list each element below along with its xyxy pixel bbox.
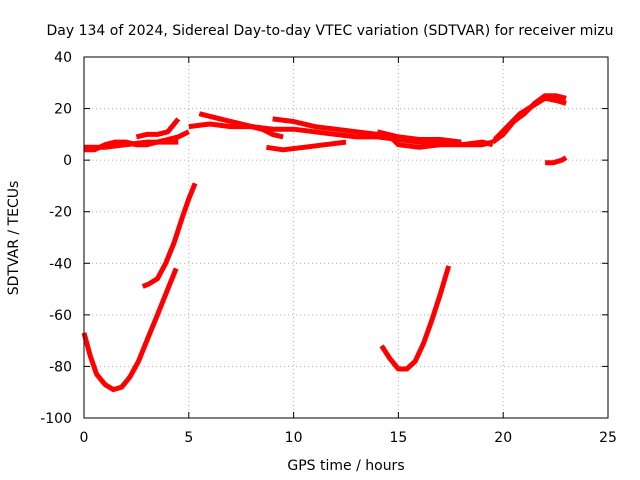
x-tick-label: 25 bbox=[599, 430, 617, 446]
x-tick-label: 0 bbox=[80, 430, 89, 446]
y-tick-label: 20 bbox=[54, 102, 72, 118]
x-tick-label: 10 bbox=[285, 430, 303, 446]
series-band-j bbox=[376, 129, 462, 145]
series-arc-late bbox=[545, 155, 568, 166]
series-arc-2 bbox=[141, 182, 198, 289]
series-band-g bbox=[272, 116, 378, 137]
ticks: 0 5 10 15 20 25 -100 -80 -60 -40 -20 0 20 40 bbox=[40, 50, 617, 446]
x-tick-label: 5 bbox=[184, 430, 193, 446]
x-tick-label: 20 bbox=[494, 430, 512, 446]
grid bbox=[84, 57, 608, 418]
y-tick-label: -20 bbox=[49, 205, 72, 221]
y-tick-label: -80 bbox=[49, 359, 72, 375]
y-tick-label: 40 bbox=[54, 50, 72, 66]
series-band-c bbox=[135, 117, 181, 140]
series-band-i bbox=[386, 132, 494, 150]
x-tick-label: 15 bbox=[389, 430, 407, 446]
y-tick-label: 0 bbox=[63, 153, 72, 169]
series-arc-1 bbox=[81, 267, 179, 393]
plot-frame bbox=[83, 56, 609, 419]
series-arc-3 bbox=[379, 265, 452, 372]
y-tick-label: -40 bbox=[49, 256, 72, 272]
y-tick-label: -60 bbox=[49, 308, 72, 324]
series-band-b bbox=[84, 139, 179, 150]
series-layer bbox=[81, 93, 568, 393]
chart-title: Day 134 of 2024, Sidereal Day-to-day VTE… bbox=[47, 23, 614, 39]
x-axis-label: GPS time / hours bbox=[287, 458, 404, 474]
series-band-l bbox=[493, 95, 567, 142]
y-tick-label: -100 bbox=[40, 411, 72, 427]
series-band-h bbox=[266, 139, 347, 153]
series-band-f bbox=[230, 119, 284, 140]
y-axis-label: SDTVAR / TECUs bbox=[6, 181, 22, 296]
